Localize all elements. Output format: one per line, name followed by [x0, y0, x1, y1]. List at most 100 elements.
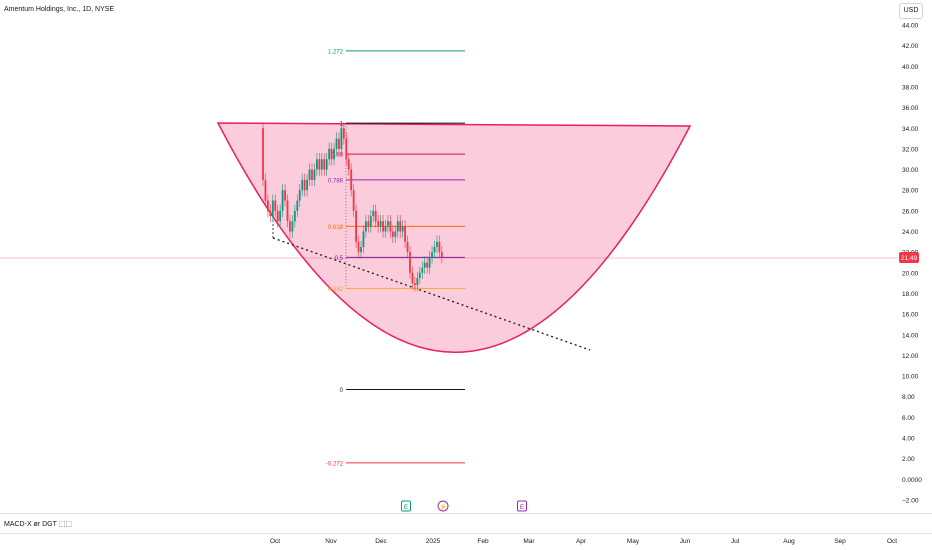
price-tick-label: 40.00 [902, 64, 919, 71]
svg-text:E: E [520, 504, 525, 511]
candle-body [347, 159, 350, 170]
trendline-lower[interactable] [272, 237, 591, 351]
price-axis[interactable]: 44.00 42.00 40.00 38.00 36.00 34.00 32.00 30.00… [902, 23, 922, 505]
candle-body [335, 138, 338, 149]
price-tick-label: 28.00 [902, 188, 919, 195]
symbol-title[interactable]: Amentum Holdings, Inc., 1D, NYSE [4, 6, 115, 13]
time-tick-label: Sep [834, 538, 846, 545]
candle-body [426, 262, 429, 268]
price-tick-label: 10.00 [902, 374, 919, 381]
time-tick-label: Dec [375, 538, 387, 545]
candle-body [406, 241, 409, 253]
candle-body [379, 221, 382, 227]
candle-body [428, 257, 431, 268]
candle-body [436, 241, 438, 248]
candle-body [418, 272, 421, 278]
price-tick-label: 30.00 [902, 167, 919, 174]
candle-body [264, 179, 267, 201]
candle-body [399, 221, 402, 232]
price-tick-label: −2.00 [902, 498, 919, 505]
candle-body [325, 159, 328, 170]
time-tick-label: 2025 [426, 538, 441, 545]
candle-body [306, 179, 308, 191]
candle-body [284, 190, 286, 201]
candle-body [289, 221, 291, 232]
price-tick-label: 34.00 [902, 126, 919, 133]
candle-body [333, 148, 335, 160]
time-tick-label: Oct [887, 538, 897, 545]
price-candles [262, 122, 443, 292]
time-tick-label: Mar [523, 538, 535, 545]
price-tick-label: 24.00 [902, 229, 919, 236]
candle-body [404, 226, 406, 242]
candle-body [365, 221, 367, 232]
time-axis[interactable]: Oct Nov Dec 2025 Feb Mar Apr May Jun Jul Aug Sep Oct [270, 538, 897, 545]
candle-body [262, 128, 264, 180]
currency-button[interactable]: USD [899, 3, 923, 19]
price-tick-label: 38.00 [902, 84, 919, 91]
event-markers[interactable]: E ⚡ E [401, 500, 527, 512]
candle-body [411, 272, 414, 284]
candle-body [342, 128, 345, 139]
candle-body [296, 200, 299, 211]
candle-body [438, 241, 441, 253]
candle-body [320, 159, 323, 170]
fib-level-label: 0.618 [328, 225, 344, 231]
event-earnings-icon[interactable]: E [517, 500, 527, 512]
candle-body [360, 247, 362, 253]
candle-body [286, 200, 289, 222]
time-tick-label: Feb [477, 538, 489, 545]
svg-text:E: E [404, 504, 409, 511]
time-tick-label: May [627, 538, 640, 545]
price-tick-label: 36.00 [902, 105, 919, 112]
candle-body [276, 210, 279, 222]
time-tick-label: Oct [270, 538, 280, 545]
price-tick-label: 20.00 [902, 270, 919, 277]
candle-body [303, 179, 306, 191]
time-axis-divider [0, 533, 932, 534]
fib-level-label: 0.382 [328, 287, 344, 293]
time-tick-label: Apr [576, 538, 587, 545]
fib-level-label: 0 [340, 388, 344, 394]
pane-divider[interactable] [0, 513, 932, 514]
candle-body [391, 231, 394, 237]
candle-body [374, 210, 377, 222]
fib-level-label: 0.88 [331, 153, 343, 159]
event-split-icon[interactable]: ⚡ [437, 500, 449, 512]
candle-body [416, 277, 419, 286]
candle-body [352, 190, 355, 211]
candle-body [384, 226, 387, 232]
candle-body [389, 221, 392, 232]
candle-body [301, 179, 304, 191]
candle-body [423, 262, 426, 268]
price-tick-label: 6.00 [902, 415, 915, 422]
candle-body [377, 221, 380, 227]
candle-body [330, 148, 333, 160]
candle-body [433, 247, 436, 253]
candle-body [298, 190, 301, 201]
current-price-badge [899, 252, 919, 263]
candle-body [323, 159, 326, 170]
candle-body [281, 190, 284, 211]
candle-body [431, 252, 433, 258]
candle-body [387, 221, 389, 227]
candle-body [345, 138, 348, 160]
time-tick-label: Jul [731, 538, 740, 545]
price-tick-label: 26.00 [902, 208, 919, 215]
price-tick-label: 8.00 [902, 394, 915, 401]
candle-body [357, 241, 360, 253]
event-earnings-icon[interactable]: E [401, 500, 411, 512]
candle-body [269, 210, 272, 217]
indicator-label[interactable]: MACD-X ør DGT ⬚⬚ [4, 521, 72, 528]
cup-pattern-shape[interactable] [216, 122, 692, 353]
price-tick-label: 12.00 [902, 353, 919, 360]
candle-body [362, 231, 365, 248]
candle-body [308, 169, 311, 180]
time-tick-label: Aug [783, 538, 795, 545]
price-tick-label: 16.00 [902, 312, 919, 319]
time-tick-label: Nov [325, 538, 337, 545]
candle-body [274, 200, 277, 211]
price-tick-label: 32.00 [902, 146, 919, 153]
